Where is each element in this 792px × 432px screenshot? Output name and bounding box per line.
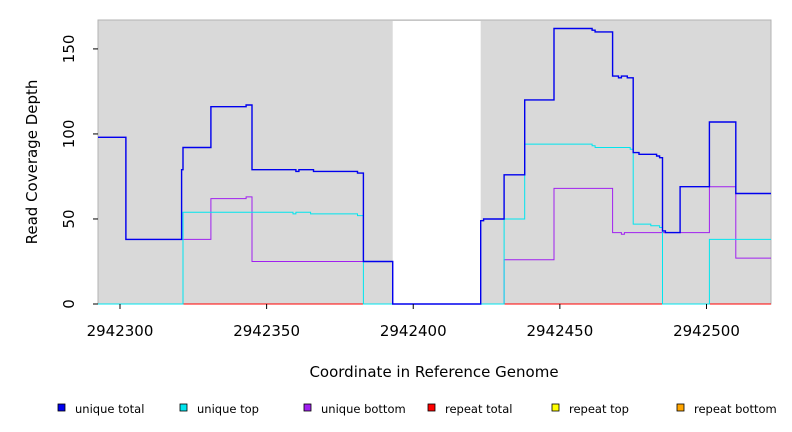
x-tick-label: 2942450 [526,322,593,340]
y-axis-title: Read Coverage Depth [23,80,41,245]
legend-swatch [179,403,188,412]
axes: 2942300 2942350 2942400 2942450 2942500 0 50 10… [60,35,740,340]
y-tick-label: 0 [60,299,78,309]
x-tick-label: 2942400 [380,322,447,340]
legend-label: unique top [197,402,259,416]
series-line-unique-bottom [98,136,771,305]
plot-panel [97,19,772,305]
legend: unique total unique top unique bottom repea… [57,402,777,416]
series-line-unique-top [98,143,771,305]
legend-label: repeat top [569,402,629,416]
x-tick-label: 2942500 [673,322,740,340]
legend-swatch [427,403,436,412]
legend-label: repeat total [445,402,512,416]
y-tick-label: 100 [60,120,78,149]
series-line-unique-total [98,27,771,305]
legend-swatch [551,403,560,412]
legend-item-unique-total: unique total [57,402,144,416]
legend-swatch [676,403,685,412]
y-tick-label: 150 [60,35,78,64]
legend-item-repeat-bottom: repeat bottom [676,402,777,416]
y-tick-label: 50 [60,209,78,228]
x-tick-label: 2942300 [87,322,154,340]
coverage-gap-region [392,21,481,304]
legend-item-repeat-total: repeat total [427,402,512,416]
legend-label: unique total [75,402,144,416]
x-axis-title: Coordinate in Reference Genome [309,363,558,381]
series-lines [98,27,771,305]
legend-item-unique-top: unique top [179,402,259,416]
x-tick-label: 2942350 [233,322,300,340]
legend-swatch [57,403,66,412]
legend-item-unique-bottom: unique bottom [303,402,406,416]
legend-item-repeat-top: repeat top [551,402,629,416]
legend-swatch [303,403,312,412]
legend-label: repeat bottom [694,402,777,416]
legend-label: unique bottom [321,402,406,416]
